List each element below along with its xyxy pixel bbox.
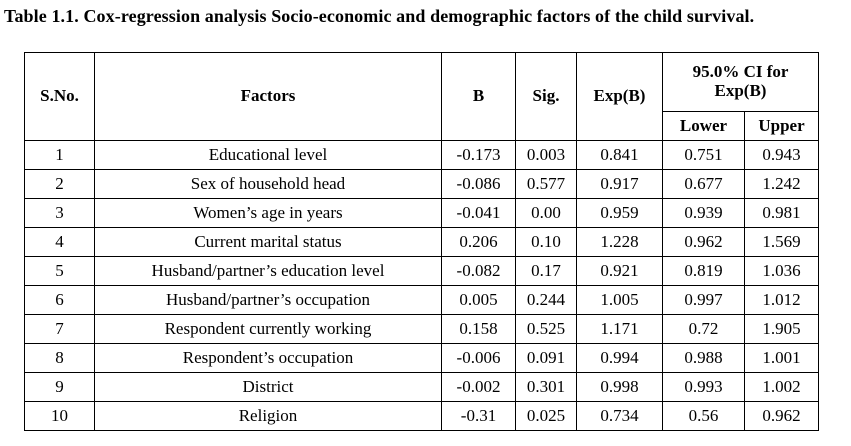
cell-expb: 0.917 — [576, 169, 663, 199]
header-lower: Lower — [662, 111, 745, 141]
cell-sno: 3 — [24, 198, 95, 228]
cell-factor: Husband/partner’s education level — [94, 256, 442, 286]
cell-lower: 0.819 — [662, 256, 745, 286]
cell-factor: Respondent’s occupation — [94, 343, 442, 373]
cell-upper: 0.943 — [744, 140, 819, 170]
table-row: 9 District -0.002 0.301 0.998 0.993 1.002 — [24, 372, 819, 402]
cell-lower: 0.72 — [662, 314, 745, 344]
table-row: 3 Women’s age in years -0.041 0.00 0.959 0.93… — [24, 198, 819, 228]
cell-sig: 0.025 — [515, 401, 577, 431]
cell-upper: 1.905 — [744, 314, 819, 344]
cell-factor: Sex of household head — [94, 169, 442, 199]
cell-b: 0.005 — [441, 285, 516, 315]
cell-sno: 5 — [24, 256, 95, 286]
table-row: 5 Husband/partner’s education level -0.082… — [24, 256, 819, 286]
header-expb: Exp(B) — [576, 52, 663, 141]
cell-factor: Religion — [94, 401, 442, 431]
table-body: 1 Educational level -0.173 0.003 0.841 0.751 0… — [24, 140, 819, 431]
cell-upper: 1.242 — [744, 169, 819, 199]
cell-lower: 0.993 — [662, 372, 745, 402]
cell-expb: 0.959 — [576, 198, 663, 228]
table-row: 1 Educational level -0.173 0.003 0.841 0.751 0… — [24, 140, 819, 170]
cell-factor: Women’s age in years — [94, 198, 442, 228]
cell-upper: 0.962 — [744, 401, 819, 431]
cell-upper: 1.569 — [744, 227, 819, 257]
cell-lower: 0.962 — [662, 227, 745, 257]
cell-upper: 0.981 — [744, 198, 819, 228]
cell-expb: 1.171 — [576, 314, 663, 344]
cell-factor: District — [94, 372, 442, 402]
cell-sig: 0.525 — [515, 314, 577, 344]
table-caption: Table 1.1. Cox-regression analysis Socio… — [4, 6, 755, 26]
header-ci-line1: 95.0% CI for — [692, 62, 789, 82]
table-row: 8 Respondent’s occupation -0.006 0.091 0.994… — [24, 343, 819, 373]
cell-sig: 0.091 — [515, 343, 577, 373]
header-ci-line2: Exp(B) — [714, 81, 767, 100]
header-factors: Factors — [94, 52, 442, 141]
cell-lower: 0.997 — [662, 285, 745, 315]
header-ci: 95.0% CI for Exp(B) — [662, 52, 819, 112]
cell-expb: 0.994 — [576, 343, 663, 373]
cell-factor: Respondent currently working — [94, 314, 442, 344]
cell-sno: 10 — [24, 401, 95, 431]
cell-sig: 0.17 — [515, 256, 577, 286]
cell-expb: 0.734 — [576, 401, 663, 431]
cell-b: -0.173 — [441, 140, 516, 170]
table-row: 4 Current marital status 0.206 0.10 1.228 0.9… — [24, 227, 819, 257]
cell-sno: 7 — [24, 314, 95, 344]
cell-upper: 1.001 — [744, 343, 819, 373]
cell-sno: 8 — [24, 343, 95, 373]
table-row: 2 Sex of household head -0.086 0.577 0.917 0.… — [24, 169, 819, 199]
cell-factor: Educational level — [94, 140, 442, 170]
cell-sig: 0.00 — [515, 198, 577, 228]
cell-upper: 1.036 — [744, 256, 819, 286]
table-row: 7 Respondent currently working 0.158 0.525 1… — [24, 314, 819, 344]
cell-b: -0.31 — [441, 401, 516, 431]
cell-sig: 0.003 — [515, 140, 577, 170]
cell-sno: 2 — [24, 169, 95, 199]
header-upper: Upper — [744, 111, 819, 141]
header-b: B — [441, 52, 516, 141]
cell-factor: Husband/partner’s occupation — [94, 285, 442, 315]
cell-sig: 0.244 — [515, 285, 577, 315]
cell-b: -0.041 — [441, 198, 516, 228]
cell-lower: 0.939 — [662, 198, 745, 228]
cell-expb: 0.998 — [576, 372, 663, 402]
table-row: 10 Religion -0.31 0.025 0.734 0.56 0.962 — [24, 401, 819, 431]
cell-lower: 0.751 — [662, 140, 745, 170]
cell-b: -0.086 — [441, 169, 516, 199]
cell-sno: 4 — [24, 227, 95, 257]
header-sno: S.No. — [24, 52, 95, 141]
cell-factor: Current marital status — [94, 227, 442, 257]
cell-sno: 1 — [24, 140, 95, 170]
cell-lower: 0.56 — [662, 401, 745, 431]
cell-b: 0.158 — [441, 314, 516, 344]
cell-expb: 0.921 — [576, 256, 663, 286]
cell-upper: 1.012 — [744, 285, 819, 315]
cell-b: -0.002 — [441, 372, 516, 402]
cell-b: -0.006 — [441, 343, 516, 373]
cell-upper: 1.002 — [744, 372, 819, 402]
cell-sig: 0.577 — [515, 169, 577, 199]
cell-lower: 0.677 — [662, 169, 745, 199]
cell-sig: 0.10 — [515, 227, 577, 257]
cox-regression-table: S.No. Factors B Sig. Exp(B) 95.0% CI for… — [24, 52, 819, 431]
table-row: 6 Husband/partner’s occupation 0.005 0.244 1… — [24, 285, 819, 315]
cell-expb: 1.228 — [576, 227, 663, 257]
cell-expb: 1.005 — [576, 285, 663, 315]
cell-sno: 6 — [24, 285, 95, 315]
cell-lower: 0.988 — [662, 343, 745, 373]
cell-sno: 9 — [24, 372, 95, 402]
header-sig: Sig. — [515, 52, 577, 141]
cell-expb: 0.841 — [576, 140, 663, 170]
cell-sig: 0.301 — [515, 372, 577, 402]
cell-b: -0.082 — [441, 256, 516, 286]
cell-b: 0.206 — [441, 227, 516, 257]
